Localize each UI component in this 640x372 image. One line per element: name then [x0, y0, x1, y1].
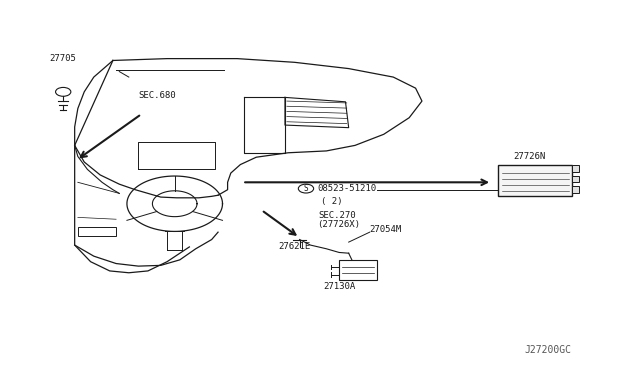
Text: 27726N: 27726N: [514, 152, 546, 161]
FancyBboxPatch shape: [572, 165, 579, 172]
FancyBboxPatch shape: [499, 165, 572, 196]
Text: 27705: 27705: [49, 54, 76, 63]
Text: 08523-51210: 08523-51210: [317, 184, 376, 193]
FancyBboxPatch shape: [572, 176, 579, 182]
Text: ( 2): ( 2): [321, 197, 343, 206]
Text: S: S: [303, 184, 308, 193]
Text: SEC.680: SEC.680: [138, 91, 176, 100]
Text: (27726X): (27726X): [317, 219, 360, 228]
Text: J27200GC: J27200GC: [525, 345, 572, 355]
Text: 27130A: 27130A: [323, 282, 355, 291]
FancyBboxPatch shape: [572, 186, 579, 193]
Text: 27054M: 27054M: [370, 225, 402, 234]
Text: 27621E: 27621E: [278, 243, 311, 251]
Text: SEC.270: SEC.270: [319, 211, 356, 220]
